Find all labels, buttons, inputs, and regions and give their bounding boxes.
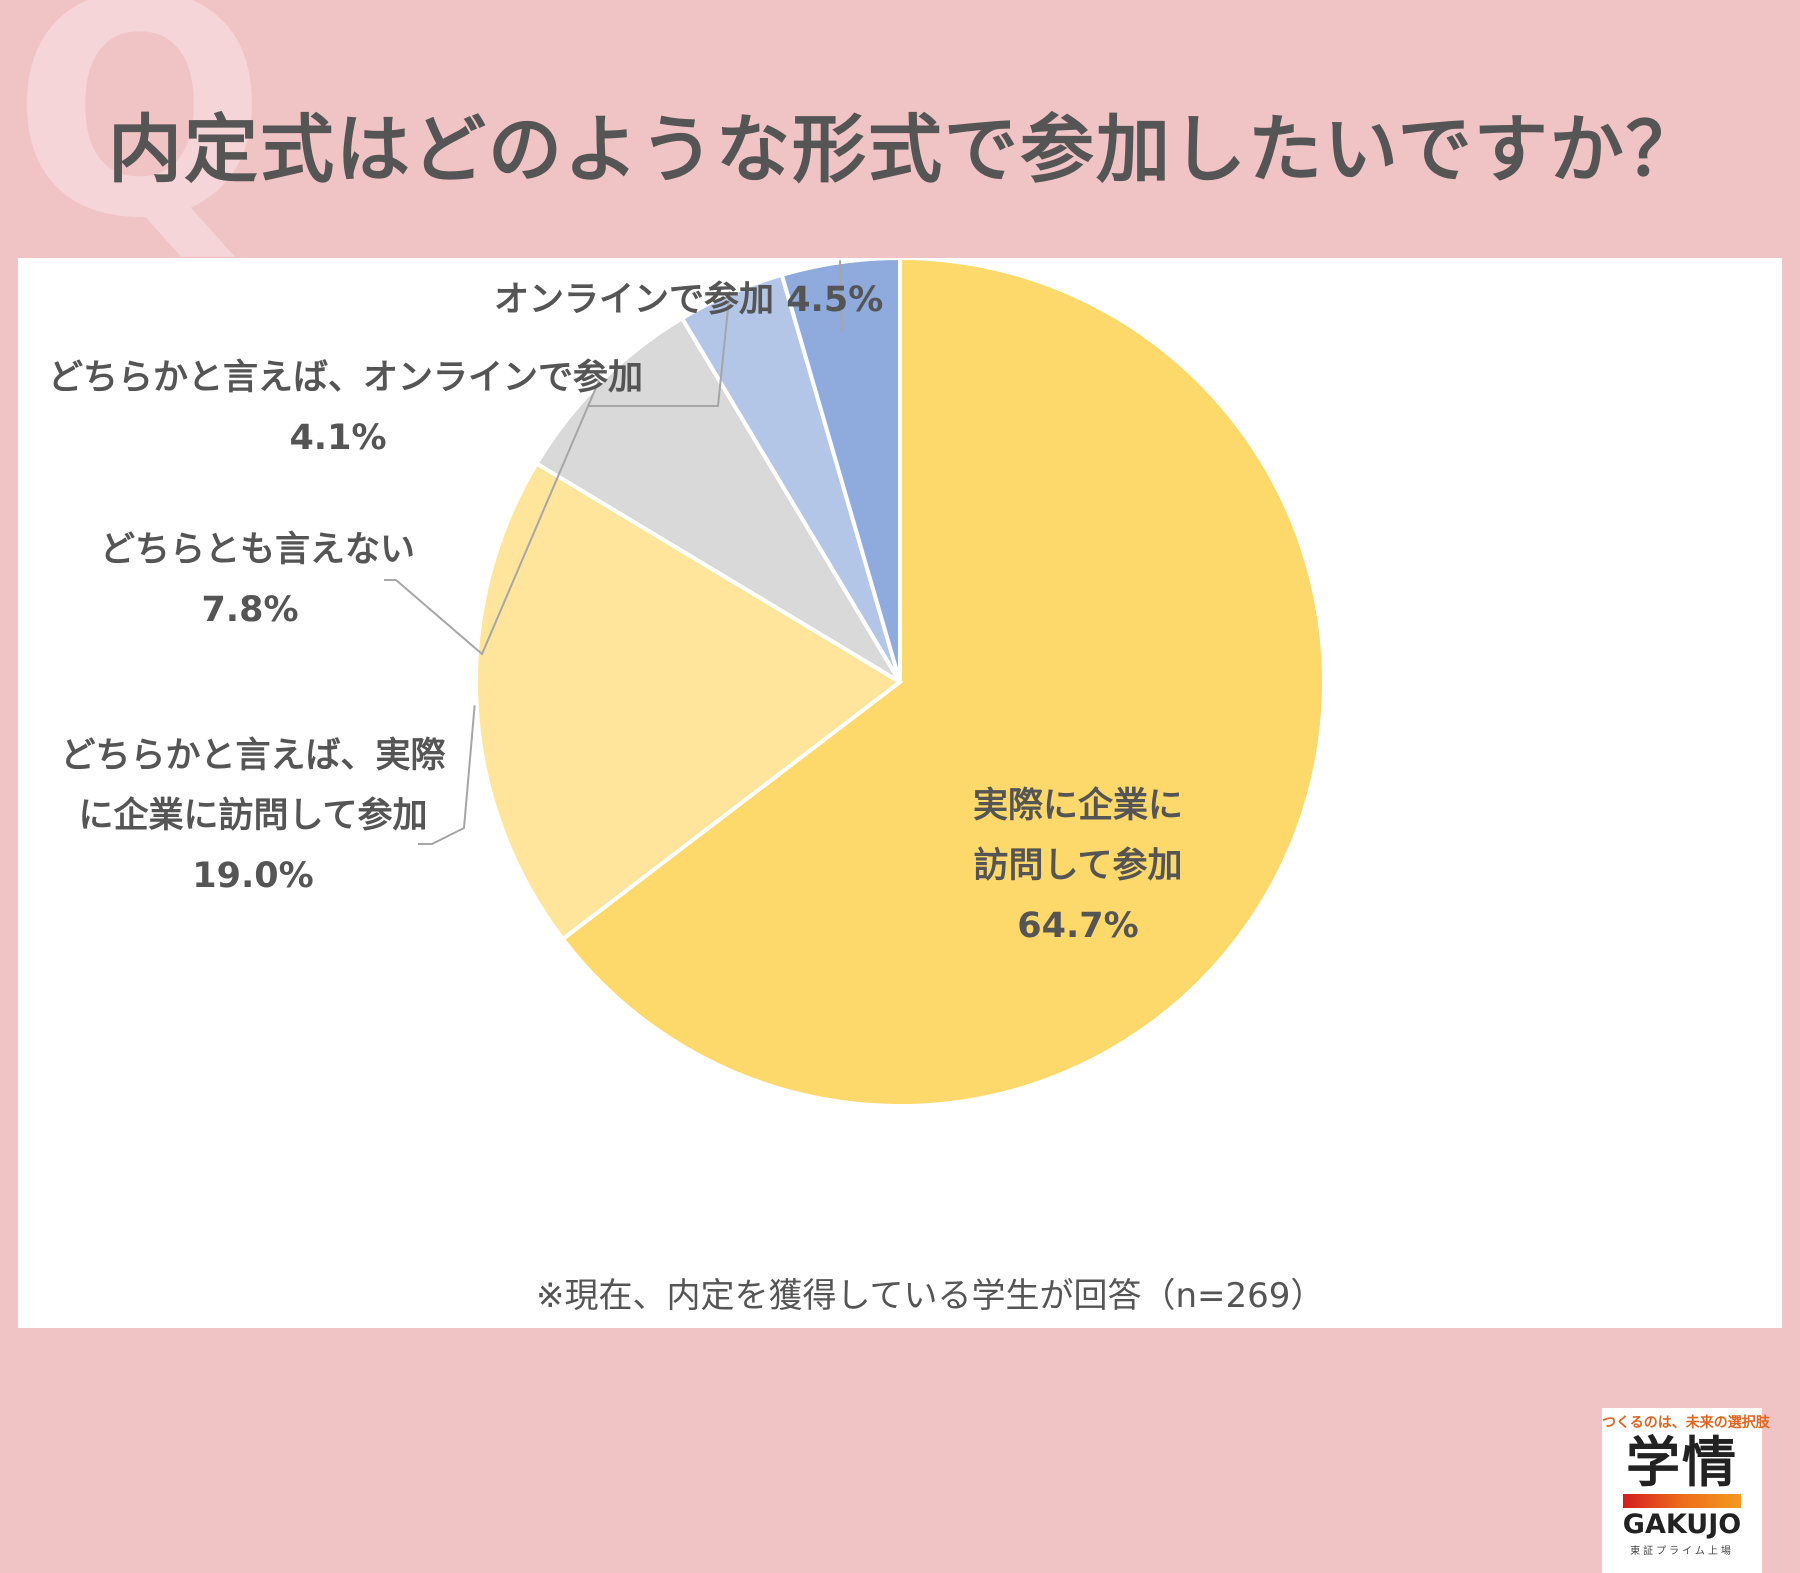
- slice-value-neither: 7.8%: [201, 590, 299, 630]
- pie-slice-visit: [559, 258, 1326, 1108]
- pie-slice-neither: [533, 315, 902, 684]
- leader-line-rather-visit: [418, 705, 476, 845]
- logo-kanji: 学情: [1626, 1431, 1738, 1494]
- slice-label-visit-line-1: 実際に企業に: [972, 786, 1183, 826]
- chart-panel: 実際に企業に 訪問して参加 64.7% どちらかと言えば、実際 に企業に訪問して…: [18, 258, 1782, 1573]
- slice-value-rather-online: 4.1%: [289, 418, 387, 458]
- logo-color-bar: [1623, 1494, 1741, 1508]
- slice-label-rather-visit: どちらかと言えば、実際 に企業に訪問して参加 19.0%: [58, 726, 448, 906]
- logo-tagline: つくるのは、未来の選択肢: [1602, 1415, 1770, 1431]
- leader-line-rather-online: [588, 291, 731, 407]
- slice-label-neither-line-1: どちらとも言えない: [100, 530, 416, 570]
- leader-line-neither: [384, 380, 600, 656]
- slice-label-visit: 実際に企業に 訪問して参加 64.7%: [968, 776, 1188, 956]
- slice-label-visit-line-2: 訪問して参加: [973, 846, 1183, 886]
- slice-value-online: 4.5%: [786, 280, 884, 320]
- logo-brand: GAKUJO: [1622, 1509, 1742, 1540]
- pie-slice-rather-visit: [474, 460, 904, 942]
- slice-label-rather-online: どちらかと言えば、オンラインで参加 4.1%: [48, 348, 644, 468]
- slice-value-visit: 64.7%: [1017, 906, 1139, 946]
- gakujo-logo: つくるのは、未来の選択肢 学情 GAKUJO 東証プライム上場: [1602, 1408, 1770, 1573]
- footnote: ※現在、内定を獲得している学生が回答（n=269）: [536, 1276, 1325, 1316]
- slice-label-rather-online-line-1: どちらかと言えば、オンラインで参加: [48, 358, 644, 398]
- logo-subtitle: 東証プライム上場: [1630, 1546, 1734, 1557]
- slice-label-online-line-1: オンラインで参加: [494, 280, 775, 320]
- pie-chart: [384, 258, 1326, 1108]
- page-title: 内定式はどのような形式で参加したいですか？: [108, 107, 1702, 193]
- slice-label-neither: どちらとも言えない 7.8%: [100, 520, 416, 640]
- slice-label-rather-visit-line-2: に企業に訪問して参加: [78, 796, 428, 836]
- leader-line-online: [839, 260, 843, 333]
- q-watermark: Q: [12, 0, 268, 284]
- slice-label-rather-visit-line-1: どちらかと言えば、実際: [60, 736, 446, 776]
- slice-label-online: オンラインで参加 4.5%: [494, 270, 883, 330]
- slice-value-rather-visit: 19.0%: [192, 856, 314, 896]
